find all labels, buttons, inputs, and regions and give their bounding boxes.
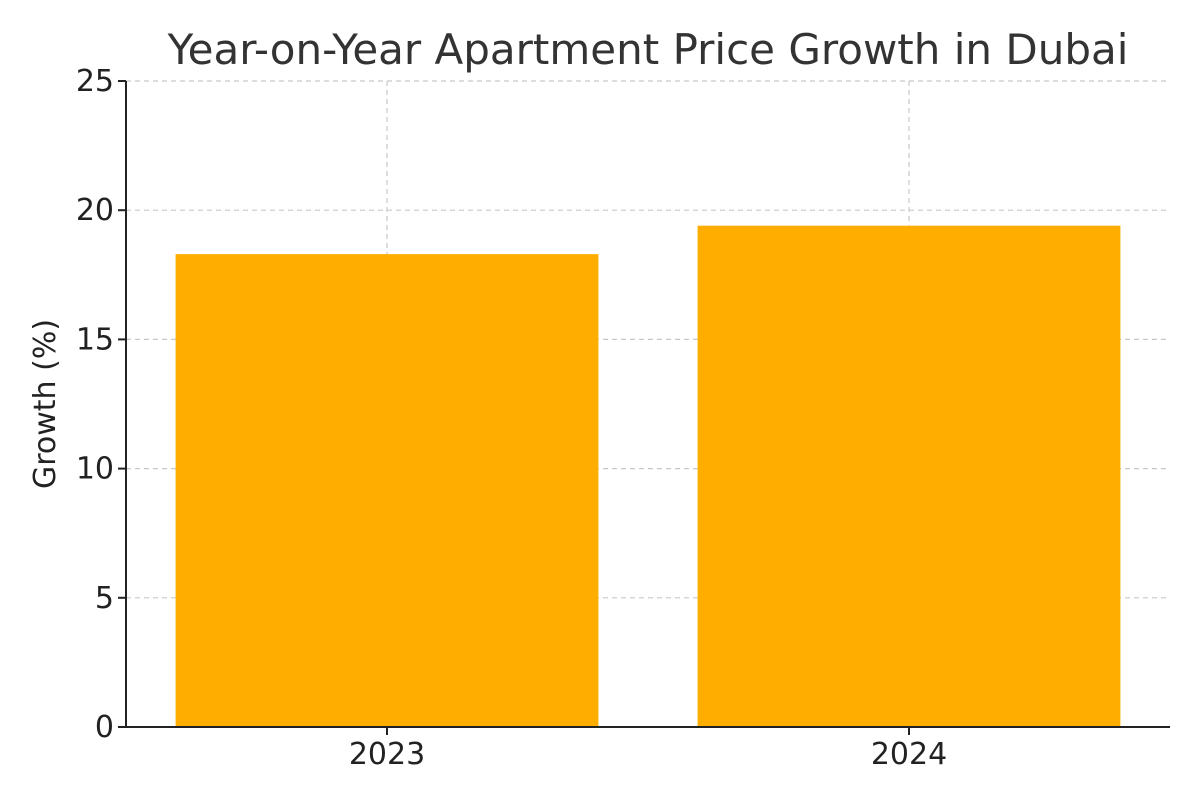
bars <box>175 225 1121 728</box>
bar-2024 <box>697 225 1121 728</box>
x-tick-label: 2024 <box>871 737 947 772</box>
bar-2023 <box>175 254 599 728</box>
chart-title: Year-on-Year Apartment Price Growth in D… <box>167 25 1129 74</box>
tick-labels: 0 5 10 15 20 25 2023 2024 <box>76 64 947 772</box>
axes <box>118 80 1170 735</box>
y-tick-label: 25 <box>76 64 114 99</box>
y-tick-label: 20 <box>76 193 114 228</box>
x-tick-label: 2023 <box>349 737 425 772</box>
y-tick-label: 15 <box>76 322 114 357</box>
y-tick-label: 10 <box>76 452 114 487</box>
y-tick-label: 0 <box>95 710 114 745</box>
y-axis-label: Growth (%) <box>28 319 63 489</box>
y-tick-label: 5 <box>95 581 114 616</box>
